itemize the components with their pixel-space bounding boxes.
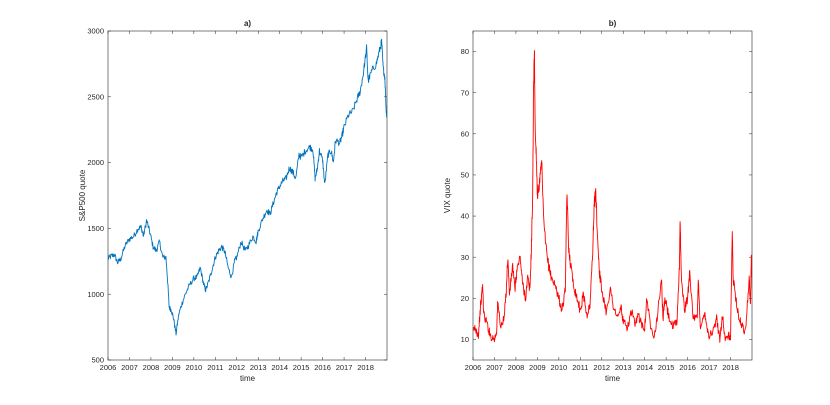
x-axis-label: time <box>605 374 621 383</box>
y-tick-label: 30 <box>461 253 469 262</box>
x-tick-label: 2012 <box>228 363 245 372</box>
x-tick-label: 2018 <box>722 363 739 372</box>
x-tick-label: 2008 <box>508 363 525 372</box>
x-tick-label: 2011 <box>572 363 588 372</box>
x-tick-label: 2014 <box>636 363 653 372</box>
y-tick-label: 1500 <box>87 224 104 233</box>
x-tick-label: 2015 <box>293 363 310 372</box>
plot-frame <box>472 30 753 361</box>
x-tick-label: 2014 <box>271 363 288 372</box>
y-tick-label: 40 <box>461 212 469 221</box>
y-tick-label: 60 <box>461 129 469 138</box>
x-tick-label: 2008 <box>143 363 160 372</box>
series-line <box>473 50 752 343</box>
x-tick-label: 2009 <box>164 363 181 372</box>
y-tick-label: 70 <box>461 88 469 97</box>
y-axis-label: VIX quote <box>443 177 452 213</box>
x-tick-label: 2011 <box>207 363 223 372</box>
x-tick-label: 2016 <box>314 363 331 372</box>
y-tick-label: 10 <box>461 335 469 344</box>
y-tick-label: 80 <box>461 47 469 56</box>
y-axis-label: S&P500 quote <box>78 169 87 221</box>
x-tick-label: 2006 <box>465 363 482 372</box>
series-line <box>108 38 387 336</box>
x-tick-label: 2015 <box>658 363 675 372</box>
x-tick-label: 2010 <box>551 363 568 372</box>
sp500-chart: 2006 2007 2008 2009 2010 2011 2012 2013 2014 2015… <box>78 19 388 383</box>
x-axis-label: time <box>240 374 256 383</box>
vix-chart: 2006 2007 2008 2009 2010 2011 2012 2013 2014 2015… <box>443 19 753 383</box>
y-tick-label: 2000 <box>87 158 104 167</box>
plot-frame <box>107 30 388 361</box>
x-tick-label: 2007 <box>486 363 503 372</box>
x-tick-label: 2017 <box>701 363 718 372</box>
x-tick-label: 2009 <box>529 363 546 372</box>
y-tick-label: 50 <box>461 171 469 180</box>
chart-title: a) <box>244 19 251 28</box>
x-tick-label: 2018 <box>357 363 374 372</box>
y-tick-label: 20 <box>461 294 469 303</box>
x-tick-label: 2016 <box>679 363 696 372</box>
y-tick-label: 500 <box>91 356 104 365</box>
y-tick-label: 1000 <box>87 290 104 299</box>
x-tick-label: 2012 <box>593 363 610 372</box>
x-tick-label: 2006 <box>100 363 117 372</box>
chart-title: b) <box>609 19 617 28</box>
x-tick-label: 2013 <box>250 363 267 372</box>
x-tick-label: 2007 <box>121 363 138 372</box>
x-tick-label: 2013 <box>615 363 632 372</box>
y-tick-label: 2500 <box>87 92 104 101</box>
y-tick-label: 3000 <box>87 27 104 36</box>
x-tick-label: 2010 <box>186 363 203 372</box>
x-tick-label: 2017 <box>336 363 353 372</box>
